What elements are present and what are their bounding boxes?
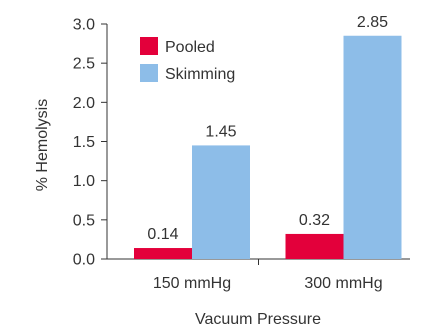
legend-label-pooled: Pooled xyxy=(165,39,215,56)
y-tick-label: 1.0 xyxy=(73,173,95,190)
legend: Pooled Skimming xyxy=(140,37,235,83)
data-label: 2.85 xyxy=(357,14,388,31)
data-label: 1.45 xyxy=(205,123,236,140)
y-tick-label: 0.0 xyxy=(73,252,95,269)
axes: 0.0 0.5 1.0 1.5 2.0 2.5 3.0 150 mmHg 300 mmHg xyxy=(73,17,410,292)
data-label: 0.32 xyxy=(299,212,330,229)
bar-skimming-2 xyxy=(343,35,402,259)
data-label: 0.14 xyxy=(147,226,178,243)
legend-swatch-skimming xyxy=(140,64,158,82)
y-tick-label: 0.5 xyxy=(73,212,95,229)
bar-pooled-1 xyxy=(134,248,192,259)
y-tick-label: 2.0 xyxy=(73,95,95,112)
legend-label-skimming: Skimming xyxy=(165,66,235,83)
y-tick-label: 3.0 xyxy=(73,17,95,34)
bar-skimming-1 xyxy=(192,145,250,259)
x-tick-label: 300 mmHg xyxy=(304,275,382,292)
bar-pooled-2 xyxy=(285,233,344,259)
y-tick-label: 2.5 xyxy=(73,56,95,73)
y-tick-label: 1.5 xyxy=(73,134,95,151)
bar-value-labels: 0.14 1.45 0.32 2.85 xyxy=(147,14,388,243)
x-tick-label: 150 mmHg xyxy=(153,275,231,292)
x-axis-title: Vacuum Pressure xyxy=(195,311,321,328)
y-axis-title: % Hemolysis xyxy=(34,99,51,191)
legend-swatch-pooled xyxy=(140,37,158,55)
bars xyxy=(134,35,402,259)
